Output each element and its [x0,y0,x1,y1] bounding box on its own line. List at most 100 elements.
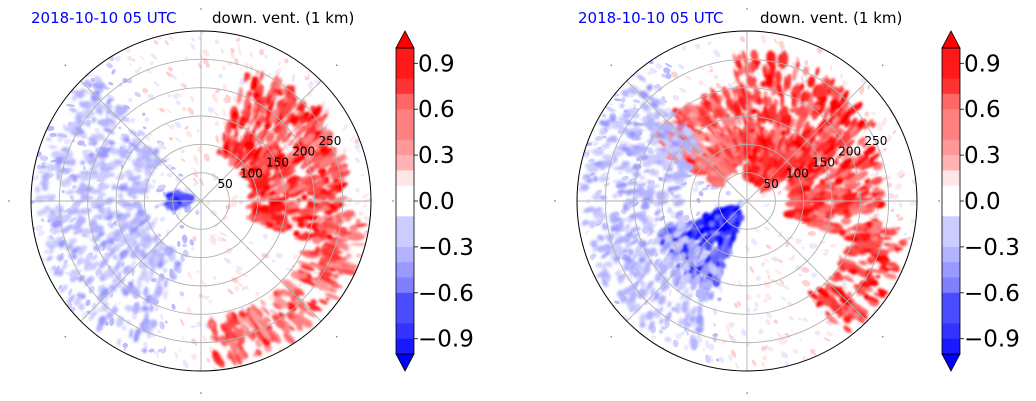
field-cell [713,74,719,80]
field-cell [123,136,130,143]
field-cell [593,218,604,224]
colorbar-extend-min [395,353,415,372]
field-cell [99,172,106,178]
field-cell [142,87,149,94]
field-cell [788,208,806,212]
field-cell [212,95,219,103]
field-cell [608,293,611,297]
field-cell [250,303,264,318]
field-cell [775,70,782,85]
field-cell [82,134,88,139]
field-cell [585,155,589,160]
field-cell [250,75,255,92]
field-cell [71,94,78,102]
field-cell [852,117,858,123]
field-cell [695,99,700,104]
field-cell [721,210,732,223]
field-cell [108,284,116,292]
field-cell [274,153,285,163]
field-cell [103,268,113,279]
field-cell [888,282,896,285]
field-cell [319,172,326,179]
field-cell [248,119,254,126]
field-cell [118,220,127,228]
field-cell [737,286,744,296]
field-cell [856,151,862,157]
field-cell [184,125,189,130]
field-cell [178,173,184,177]
colorbar-segment [396,185,414,202]
field-cell [182,83,187,89]
field-cell [786,262,794,267]
field-cell [842,281,847,287]
field-cell [129,328,133,339]
field-cell [116,338,121,347]
field-cell [315,120,324,129]
field-cell [241,110,245,115]
field-cell [621,218,626,223]
field-cell [94,127,100,133]
field-cell [178,193,196,202]
field-cell [254,332,262,342]
field-cell [234,127,238,138]
field-cell [672,94,680,101]
field-cell [149,319,158,328]
field-cell [157,184,167,190]
field-cell [363,215,369,221]
field-cell [180,149,185,154]
field-cell [219,137,224,145]
field-cell [291,220,297,226]
field-cell [68,174,80,179]
field-cell [259,106,267,114]
field-cell [139,180,147,185]
field-cell [72,223,83,231]
field-cell [699,205,706,211]
field-cell [159,59,164,64]
field-cell [834,137,845,149]
field-cell [912,200,917,206]
field-cell [278,312,286,319]
field-cell [236,265,243,271]
field-cell [91,254,98,261]
field-cell [181,234,188,244]
field-cell [353,183,357,187]
field-cell [653,223,658,228]
field-cell [254,108,259,121]
field-cell [694,156,702,162]
field-cell [175,176,181,183]
field-cell [174,260,182,267]
field-cell [93,203,106,209]
field-cell [610,292,614,298]
field-cell [749,108,758,115]
field-cell [690,167,705,176]
field-cell [661,55,668,59]
field-cell [649,169,659,176]
field-cell [249,52,254,58]
field-cell [720,50,726,57]
field-cell [127,224,134,230]
field-cell [39,155,47,160]
field-cell [128,52,136,57]
field-cell [763,94,768,110]
field-cell [61,190,65,194]
field-cell [342,123,349,131]
field-cell [193,181,198,187]
field-cell [717,236,725,247]
field-cell [165,166,170,170]
field-cell [320,224,330,229]
field-cell [279,61,284,66]
field-cell [265,172,271,177]
field-cell [800,146,808,152]
field-cell [273,177,280,183]
field-cell [296,234,308,241]
field-cell [321,147,333,157]
field-cell [35,224,43,232]
field-cell [277,182,283,187]
field-cell [265,106,272,121]
field-cell [297,140,303,147]
field-cell [43,249,49,255]
field-cell [260,300,266,306]
field-cell [73,204,81,209]
field-cell [655,63,663,70]
field-cell [862,142,868,148]
